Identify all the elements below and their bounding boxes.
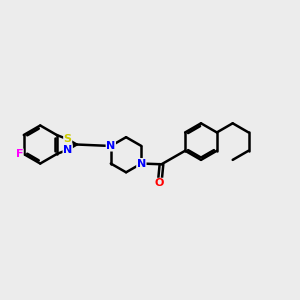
Text: N: N (106, 141, 116, 151)
Text: O: O (155, 178, 164, 188)
Text: S: S (64, 134, 72, 144)
Text: N: N (137, 158, 146, 169)
Text: N: N (63, 145, 72, 155)
Text: F: F (16, 149, 23, 159)
